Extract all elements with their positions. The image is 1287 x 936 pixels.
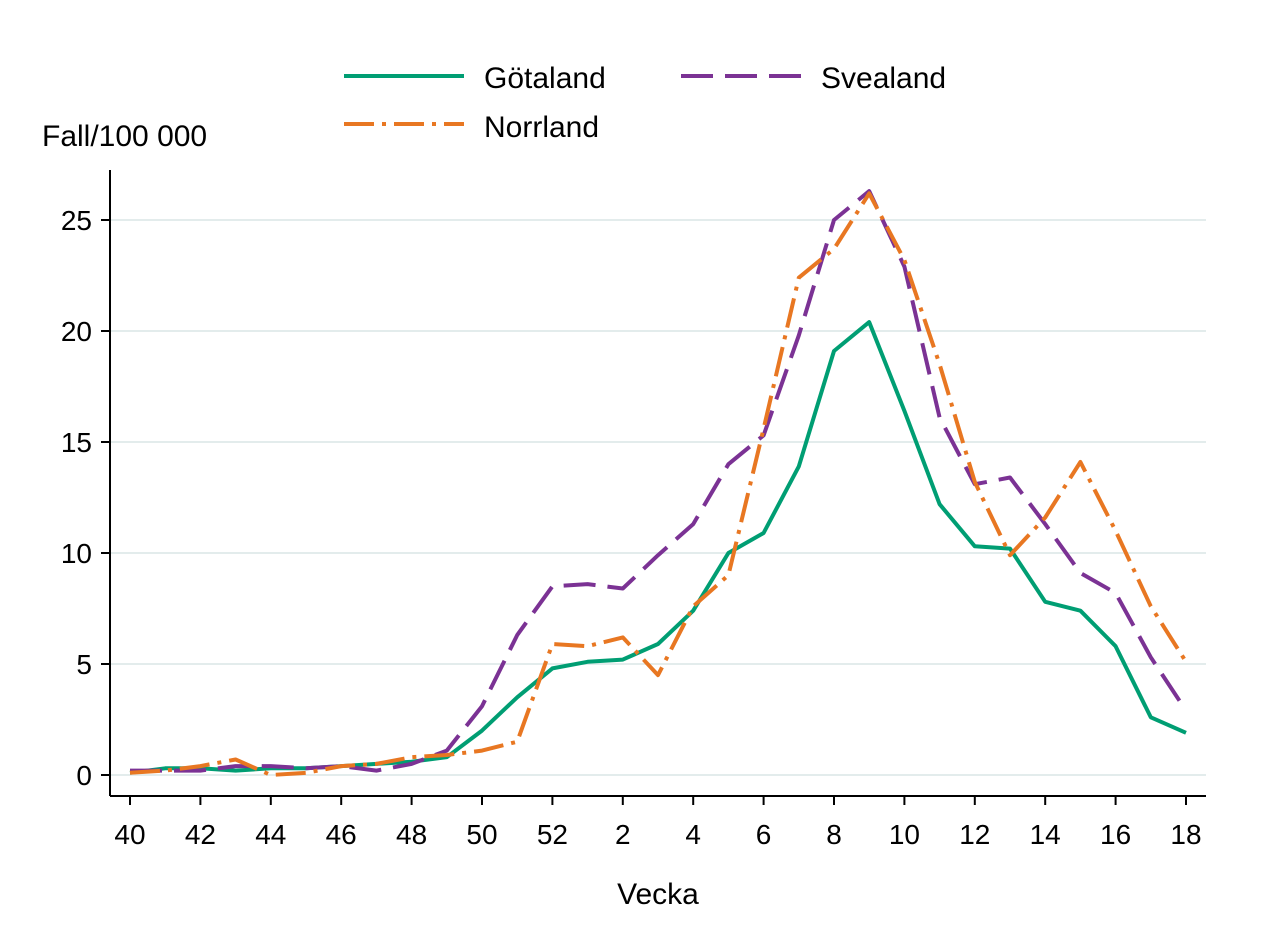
y-axis-ticks: 0 5 10 15 20 25 bbox=[61, 205, 110, 791]
y-axis-title: Fall/100 000 bbox=[42, 120, 207, 153]
y-tick-label-15: 15 bbox=[61, 427, 92, 458]
y-tick-label-0: 0 bbox=[76, 760, 92, 791]
x-tick-label-50: 50 bbox=[466, 819, 497, 850]
x-tick-label-12: 12 bbox=[959, 819, 990, 850]
x-tick-label-44: 44 bbox=[255, 819, 286, 850]
x-tick-label-48: 48 bbox=[396, 819, 427, 850]
series-line-norrland bbox=[129, 191, 1188, 777]
series-lines bbox=[129, 189, 1188, 777]
legend-label-gotaland: Götaland bbox=[484, 62, 606, 95]
x-tick-label-16: 16 bbox=[1100, 819, 1131, 850]
x-tick-label-52: 52 bbox=[537, 819, 568, 850]
legend-label-norrland: Norrland bbox=[484, 111, 599, 144]
x-axis-ticks: 40 42 44 46 48 50 52 2 4 6 8 10 12 14 16 18 bbox=[114, 796, 1202, 850]
y-tick-label-5: 5 bbox=[76, 649, 92, 680]
y-tick-label-20: 20 bbox=[61, 316, 92, 347]
x-tick-label-6: 6 bbox=[756, 819, 772, 850]
axes bbox=[109, 170, 1206, 797]
x-tick-label-42: 42 bbox=[185, 819, 216, 850]
x-axis-title: Vecka bbox=[617, 878, 699, 911]
y-tick-label-10: 10 bbox=[61, 538, 92, 569]
x-tick-label-10: 10 bbox=[889, 819, 920, 850]
gridlines bbox=[110, 219, 1206, 776]
x-tick-label-40: 40 bbox=[114, 819, 145, 850]
x-tick-label-46: 46 bbox=[326, 819, 357, 850]
x-tick-label-18: 18 bbox=[1170, 819, 1201, 850]
legend-label-svealand: Svealand bbox=[821, 62, 946, 95]
x-tick-label-14: 14 bbox=[1030, 819, 1061, 850]
x-tick-label-4: 4 bbox=[685, 819, 701, 850]
series-line-svealand bbox=[130, 189, 1188, 773]
y-tick-label-25: 25 bbox=[61, 205, 92, 236]
legend: Götaland Svealand Norrland bbox=[344, 62, 946, 144]
x-tick-label-8: 8 bbox=[826, 819, 842, 850]
series-line-gtaland bbox=[129, 320, 1187, 775]
x-tick-label-2: 2 bbox=[615, 819, 631, 850]
